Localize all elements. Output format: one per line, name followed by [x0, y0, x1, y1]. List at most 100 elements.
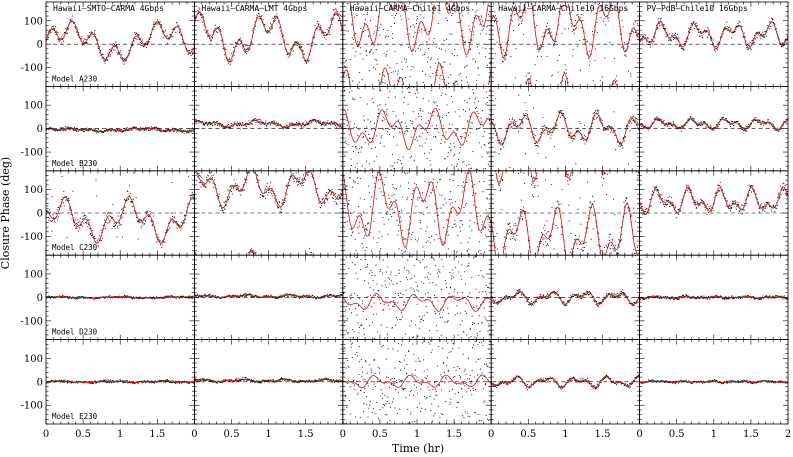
data-point — [214, 27, 216, 29]
data-point — [236, 121, 238, 123]
data-point — [393, 128, 396, 130]
data-point — [209, 121, 212, 123]
data-point — [692, 117, 694, 120]
data-point — [666, 31, 668, 33]
data-point — [461, 30, 463, 32]
data-point — [210, 39, 212, 42]
data-point — [647, 37, 649, 39]
data-point — [135, 32, 138, 34]
data-point — [447, 151, 449, 154]
data-point — [409, 75, 411, 77]
data-point — [393, 167, 395, 170]
data-points — [46, 172, 195, 255]
data-point — [57, 38, 59, 40]
data-point — [64, 125, 66, 128]
data-point — [289, 54, 291, 56]
data-point — [397, 73, 399, 75]
data-point — [174, 216, 176, 218]
data-point — [349, 76, 351, 78]
data-point — [424, 52, 426, 54]
data-point — [660, 17, 662, 19]
data-point — [357, 134, 359, 136]
data-point — [436, 69, 439, 72]
data-point — [391, 153, 393, 156]
data-point — [68, 200, 70, 202]
data-point — [91, 35, 93, 37]
data-point — [456, 129, 458, 131]
data-point — [369, 52, 371, 54]
data-point — [190, 131, 193, 133]
data-point — [728, 120, 730, 123]
data-point — [750, 48, 752, 50]
data-point — [587, 133, 589, 135]
data-point — [484, 131, 486, 133]
data-point — [383, 146, 385, 148]
data-point — [565, 80, 567, 82]
data-point — [573, 28, 575, 30]
data-point — [212, 37, 214, 39]
data-point — [708, 34, 710, 36]
data-point — [608, 125, 610, 127]
data-point — [161, 244, 163, 246]
data-point — [386, 113, 388, 116]
data-point — [701, 35, 703, 37]
data-point — [166, 42, 169, 44]
data-point — [136, 212, 138, 214]
data-point — [561, 32, 563, 34]
data-point — [352, 98, 354, 100]
data-point — [460, 136, 462, 138]
data-point — [562, 5, 564, 7]
data-point — [474, 98, 476, 100]
data-point — [143, 222, 145, 225]
data-point — [414, 26, 416, 28]
data-point — [377, 30, 379, 32]
data-point — [352, 97, 354, 99]
data-point — [61, 127, 63, 129]
data-point — [337, 11, 339, 13]
data-point — [135, 216, 138, 219]
data-point — [81, 36, 83, 38]
data-point — [474, 14, 476, 16]
data-point — [498, 28, 501, 30]
data-point — [122, 212, 124, 214]
data-point — [667, 39, 670, 41]
data-point — [301, 56, 303, 58]
data-point — [514, 14, 516, 16]
data-point — [465, 110, 467, 112]
data-point — [441, 92, 443, 94]
data-point — [766, 24, 768, 27]
data-point — [475, 11, 477, 13]
data-point — [454, 48, 456, 51]
data-point — [618, 11, 620, 13]
data-point — [737, 26, 739, 28]
data-point — [65, 28, 67, 30]
data-point — [129, 195, 131, 197]
data-point — [46, 210, 48, 212]
data-point — [405, 59, 408, 61]
data-point — [762, 121, 764, 123]
data-point — [584, 136, 586, 138]
data-point — [562, 113, 565, 115]
data-point — [65, 33, 67, 35]
data-point — [672, 38, 675, 41]
data-point — [145, 130, 147, 132]
data-point — [464, 66, 466, 69]
data-point — [358, 81, 360, 83]
data-point — [257, 12, 260, 14]
data-point — [743, 32, 745, 34]
data-point — [139, 41, 141, 44]
data-point — [448, 86, 450, 88]
data-point — [302, 122, 305, 124]
data-point — [317, 119, 319, 121]
data-point — [182, 131, 184, 133]
data-point — [77, 218, 79, 220]
data-point — [405, 125, 408, 127]
data-point — [307, 61, 310, 63]
data-point — [553, 45, 555, 47]
data-point — [221, 39, 223, 42]
data-point — [395, 70, 397, 72]
data-point — [140, 130, 142, 132]
data-point — [90, 232, 92, 234]
data-point — [327, 29, 329, 31]
data-points — [46, 15, 195, 65]
